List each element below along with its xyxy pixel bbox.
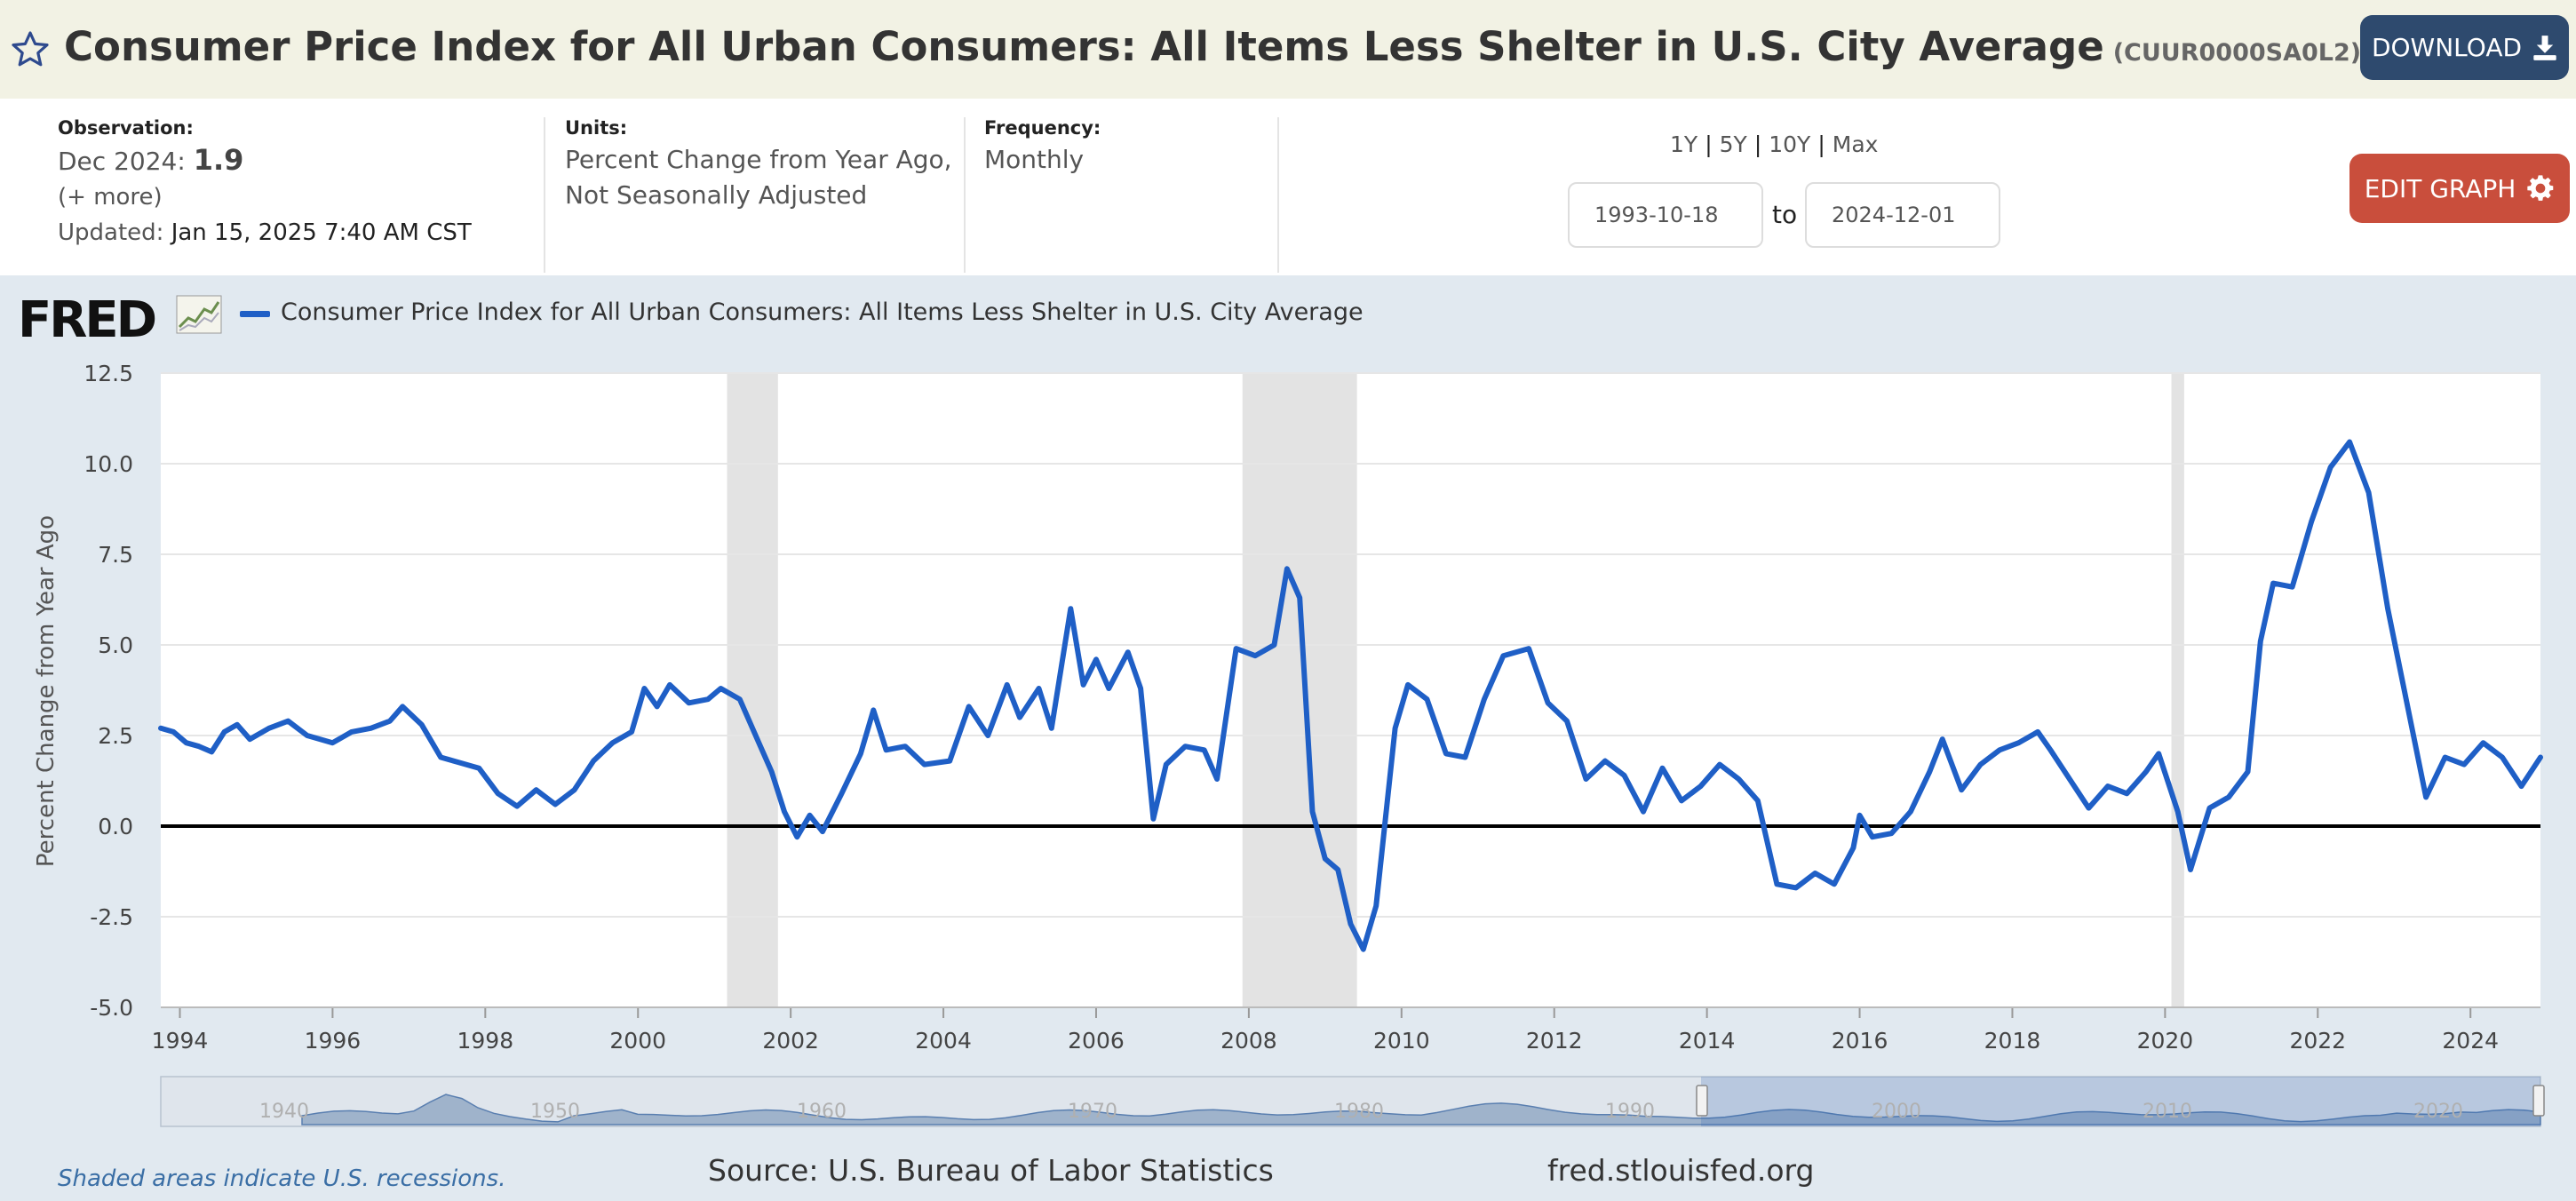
- navigator-year-labels: 1940 1950 1960 1970 1980 1990 2000 2010 2020: [259, 1101, 2463, 1123]
- range-max[interactable]: Max: [1832, 131, 1879, 157]
- x-tick-label: 1994: [152, 1028, 209, 1054]
- navigator-handle-right[interactable]: [2532, 1085, 2545, 1117]
- edit-graph-label: EDIT GRAPH: [2364, 173, 2516, 203]
- updated-label: Updated:: [58, 219, 164, 246]
- navigator-year-label: 1950: [530, 1101, 580, 1123]
- x-tick-label: 2020: [2137, 1028, 2194, 1054]
- source-text: Source: U.S. Bureau of Labor Statistics: [708, 1153, 1274, 1188]
- legend-label: Consumer Price Index for All Urban Consu…: [281, 298, 1364, 326]
- start-date-input[interactable]: 1993-10-18: [1568, 182, 1763, 248]
- fred-logo: FRED: [18, 291, 157, 349]
- fred-url[interactable]: fred.stlouisfed.org: [1547, 1153, 1815, 1188]
- navigator-year-label: 1970: [1068, 1101, 1117, 1123]
- x-axis-ticks: 1994 1996 1998 2000 2002 2004 2006 2008 2010 2012…: [152, 1006, 2540, 1054]
- navigator-year-label: 1940: [259, 1101, 309, 1123]
- x-tick-label: 2010: [1373, 1028, 1430, 1054]
- units-line1: Percent Change from Year Ago,: [565, 145, 952, 174]
- y-tick-label: 12.5: [83, 361, 133, 386]
- units-block: Units: Percent Change from Year Ago, Not…: [565, 117, 952, 213]
- title-text: Consumer Price Index for All Urban Consu…: [64, 23, 2104, 70]
- y-tick-label: 0.0: [98, 814, 133, 839]
- title-bar: [0, 0, 2576, 99]
- download-label: DOWNLOAD: [2371, 33, 2523, 62]
- observation-label: Observation:: [58, 117, 194, 139]
- range-separator: |: [1705, 131, 1713, 157]
- navigator-year-label: 2010: [2143, 1101, 2192, 1123]
- frequency-label: Frequency:: [984, 117, 1101, 139]
- x-tick-label: 2008: [1220, 1028, 1277, 1054]
- to-label: to: [1772, 200, 1798, 229]
- x-tick-label: 2002: [762, 1028, 819, 1054]
- navigator-year-label: 2000: [1872, 1101, 1921, 1123]
- observation-date: Dec 2024:: [58, 147, 186, 176]
- recession-band: [2171, 373, 2184, 1007]
- legend-swatch: [240, 311, 270, 317]
- y-axis-ticks: 12.5 10.0 7.5 5.0 2.5 0.0 -2.5 -5.0: [83, 361, 133, 1021]
- y-tick-label: 5.0: [98, 632, 133, 658]
- navigator-year-label: 1960: [797, 1101, 847, 1123]
- recession-shading: [727, 373, 2184, 1007]
- end-date-input[interactable]: 2024-12-01: [1805, 182, 2000, 248]
- y-tick-label: 2.5: [98, 723, 133, 749]
- download-button[interactable]: DOWNLOAD: [2360, 15, 2569, 80]
- x-tick-label: 2016: [1832, 1028, 1888, 1054]
- navigator-area: [301, 1094, 2541, 1125]
- navigator-year-label: 2020: [2413, 1101, 2463, 1123]
- series-id: (CUUR0000SA0L2): [2112, 39, 2362, 67]
- edit-graph-button[interactable]: EDIT GRAPH: [2349, 154, 2570, 223]
- navigator-handle-left[interactable]: [1696, 1085, 1708, 1117]
- recession-band: [727, 373, 778, 1007]
- range-separator: |: [1817, 131, 1825, 157]
- units-label: Units:: [565, 117, 628, 139]
- star-icon[interactable]: [9, 28, 52, 71]
- observation-block: Observation: Dec 2024: 1.9 (+ more) Upda…: [58, 117, 472, 251]
- x-tick-label: 1998: [457, 1028, 514, 1054]
- range-navigator[interactable]: 1940 1950 1960 1970 1980 1990 2000 2010 2020: [160, 1076, 2545, 1127]
- x-tick-label: 2000: [609, 1028, 666, 1054]
- page-title: Consumer Price Index for All Urban Consu…: [64, 23, 2361, 70]
- x-tick-label: 1996: [305, 1028, 362, 1054]
- x-tick-label: 2004: [915, 1028, 972, 1054]
- x-tick-label: 2014: [1679, 1028, 1736, 1054]
- frequency-block: Frequency: Monthly: [984, 117, 1101, 178]
- y-tick-label: -5.0: [90, 995, 133, 1021]
- gear-icon: [2527, 175, 2554, 201]
- x-tick-label: 2006: [1068, 1028, 1125, 1054]
- units-line2: Not Seasonally Adjusted: [565, 180, 868, 210]
- y-axis-label: Percent Change from Year Ago: [33, 515, 60, 867]
- more-link[interactable]: (+ more): [58, 184, 163, 211]
- y-tick-label: 10.0: [83, 451, 133, 477]
- range-5y[interactable]: 5Y: [1719, 131, 1747, 157]
- divider: [964, 117, 966, 273]
- range-selector: 1Y | 5Y | 10Y | Max: [1670, 131, 1878, 157]
- range-1y[interactable]: 1Y: [1670, 131, 1698, 157]
- navigator-year-label: 1990: [1605, 1101, 1655, 1123]
- range-separator: |: [1753, 131, 1762, 157]
- range-10y[interactable]: 10Y: [1769, 131, 1811, 157]
- series-line: [158, 439, 2543, 952]
- x-tick-label: 2022: [2289, 1028, 2346, 1054]
- y-tick-label: 7.5: [98, 542, 133, 568]
- x-tick-label: 2018: [1984, 1028, 2041, 1054]
- observation-value: 1.9: [193, 143, 244, 177]
- navigator-year-label: 1980: [1334, 1101, 1384, 1123]
- recession-band: [1242, 373, 1357, 1007]
- y-tick-label: -2.5: [90, 904, 133, 930]
- frequency-value: Monthly: [984, 145, 1085, 174]
- divider: [544, 117, 545, 273]
- fred-chart-icon: [176, 295, 222, 334]
- navigator-selection: [1701, 1077, 2540, 1126]
- download-icon: [2533, 35, 2556, 60]
- x-tick-label: 2012: [1526, 1028, 1583, 1054]
- updated-value: Jan 15, 2025 7:40 AM CST: [171, 219, 472, 246]
- divider: [1277, 117, 1279, 273]
- x-tick-label: 2024: [2442, 1028, 2499, 1054]
- recession-note: Shaded areas indicate U.S. recessions.: [58, 1165, 506, 1192]
